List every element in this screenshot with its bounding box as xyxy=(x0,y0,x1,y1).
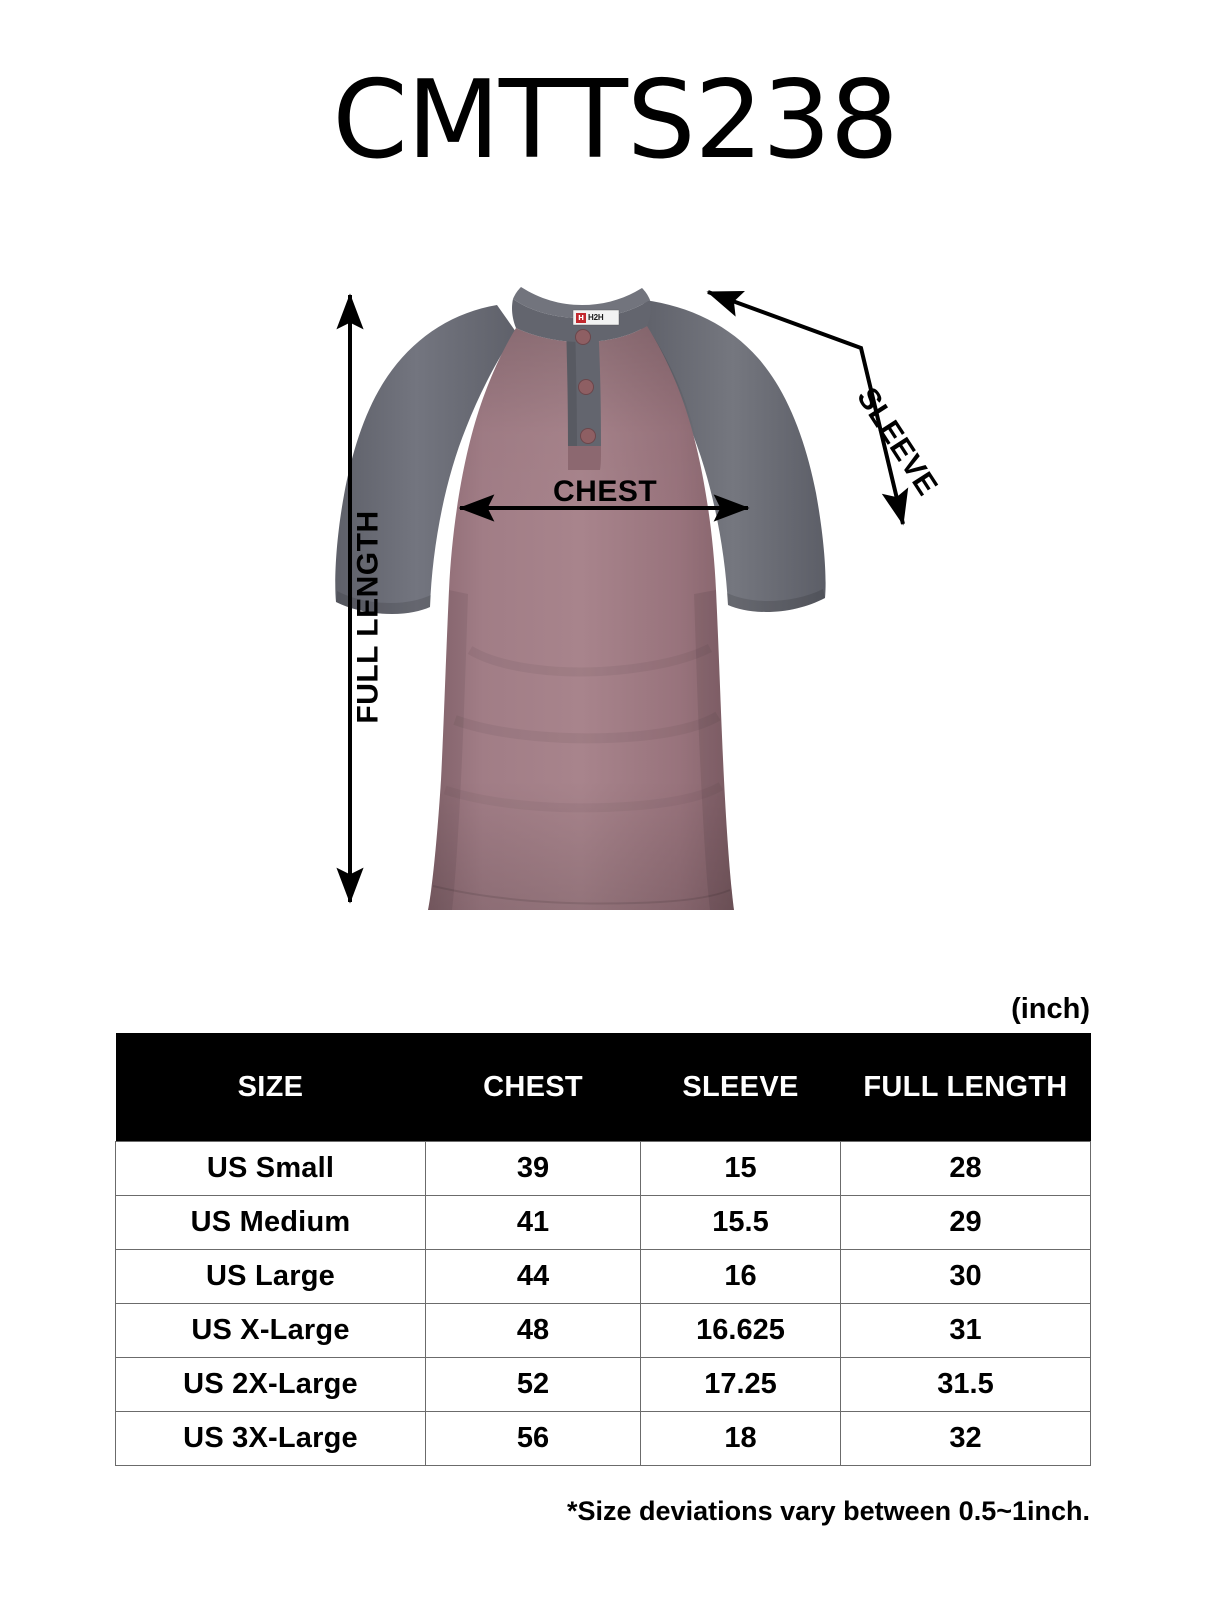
column-header-chest: CHEST xyxy=(425,1033,641,1141)
table-row: US Medium 41 15.5 29 xyxy=(115,1194,1091,1250)
cell-full-length: 31 xyxy=(840,1302,1091,1358)
sleeve-arrow xyxy=(706,290,909,526)
cell-chest: 44 xyxy=(425,1248,641,1304)
cell-chest: 48 xyxy=(425,1302,641,1358)
cell-size: US Small xyxy=(115,1140,426,1196)
cell-sleeve: 15.5 xyxy=(640,1194,841,1250)
size-chart-table: SIZE CHEST SLEEVE FULL LENGTH US Small 3… xyxy=(115,1033,1091,1466)
tshirt-diagram-svg xyxy=(335,287,909,910)
unit-note: (inch) xyxy=(1011,993,1090,1025)
cell-sleeve: 15 xyxy=(640,1140,841,1196)
table-header-row: SIZE CHEST SLEEVE FULL LENGTH xyxy=(115,1033,1091,1141)
garment-illustration xyxy=(0,250,1230,950)
brand-tag: H H2H xyxy=(573,310,619,325)
cell-full-length: 28 xyxy=(840,1140,1091,1196)
page-title: CMTTS238 xyxy=(332,58,898,183)
full-length-measurement-label: FULL LENGTH xyxy=(351,510,385,724)
cell-full-length: 31.5 xyxy=(840,1356,1091,1412)
table-header: SIZE CHEST SLEEVE FULL LENGTH xyxy=(115,1033,1091,1141)
column-header-sleeve: SLEEVE xyxy=(640,1033,841,1141)
cell-sleeve: 16.625 xyxy=(640,1302,841,1358)
placket-buttons xyxy=(575,329,596,444)
cell-size: US Large xyxy=(115,1248,426,1304)
cell-chest: 39 xyxy=(425,1140,641,1196)
column-header-full-length: FULL LENGTH xyxy=(840,1033,1091,1141)
cell-size: US X-Large xyxy=(115,1302,426,1358)
cell-full-length: 32 xyxy=(840,1410,1091,1466)
chest-measurement-label: CHEST xyxy=(553,475,658,508)
table-row: US Small 39 15 28 xyxy=(115,1140,1091,1196)
table-row: US 3X-Large 56 18 32 xyxy=(115,1410,1091,1466)
cell-full-length: 29 xyxy=(840,1194,1091,1250)
cell-chest: 56 xyxy=(425,1410,641,1466)
cell-chest: 41 xyxy=(425,1194,641,1250)
cell-sleeve: 17.25 xyxy=(640,1356,841,1412)
cell-size: US 3X-Large xyxy=(115,1410,426,1466)
cell-chest: 52 xyxy=(425,1356,641,1412)
column-header-size: SIZE xyxy=(115,1033,426,1141)
h2h-logo-icon: H xyxy=(576,312,586,323)
table-row: US X-Large 48 16.625 31 xyxy=(115,1302,1091,1358)
cell-sleeve: 16 xyxy=(640,1248,841,1304)
cell-size: US Medium xyxy=(115,1194,426,1250)
cell-full-length: 30 xyxy=(840,1248,1091,1304)
cell-sleeve: 18 xyxy=(640,1410,841,1466)
brand-name-label: H2H xyxy=(588,313,604,322)
table-row: US 2X-Large 52 17.25 31.5 xyxy=(115,1356,1091,1412)
table-body: US Small 39 15 28 US Medium 41 15.5 29 U… xyxy=(115,1140,1091,1466)
size-deviation-footnote: *Size deviations vary between 0.5~1inch. xyxy=(567,1496,1090,1526)
table-row: US Large 44 16 30 xyxy=(115,1248,1091,1304)
cell-size: US 2X-Large xyxy=(115,1356,426,1412)
